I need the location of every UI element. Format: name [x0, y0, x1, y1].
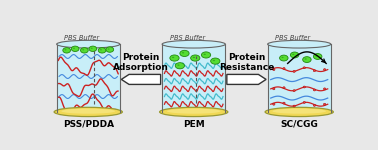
Text: Protein
Adsorption: Protein Adsorption: [113, 53, 169, 72]
Ellipse shape: [213, 60, 215, 61]
Ellipse shape: [177, 64, 180, 66]
Ellipse shape: [283, 87, 285, 89]
Ellipse shape: [98, 48, 106, 53]
Ellipse shape: [193, 57, 195, 58]
Ellipse shape: [108, 48, 110, 50]
Ellipse shape: [167, 109, 220, 114]
Ellipse shape: [81, 48, 88, 53]
Ellipse shape: [191, 55, 200, 61]
Text: Protein
Resistance: Protein Resistance: [219, 53, 274, 72]
Ellipse shape: [180, 50, 189, 57]
Text: PEM: PEM: [183, 120, 204, 129]
Ellipse shape: [201, 52, 211, 58]
Ellipse shape: [54, 107, 122, 117]
Ellipse shape: [162, 40, 225, 48]
Polygon shape: [121, 74, 161, 84]
Ellipse shape: [305, 58, 307, 60]
Ellipse shape: [172, 57, 174, 58]
Ellipse shape: [292, 54, 294, 55]
Bar: [162, 44, 225, 112]
Ellipse shape: [290, 52, 299, 58]
Ellipse shape: [89, 46, 97, 51]
Ellipse shape: [303, 101, 305, 103]
Ellipse shape: [293, 105, 295, 107]
Text: PBS Buffer: PBS Buffer: [170, 35, 205, 41]
Ellipse shape: [313, 104, 316, 106]
Ellipse shape: [324, 103, 326, 105]
Ellipse shape: [303, 67, 305, 69]
Ellipse shape: [265, 107, 333, 117]
Ellipse shape: [282, 57, 284, 58]
Bar: [57, 44, 120, 112]
Ellipse shape: [73, 48, 75, 49]
Ellipse shape: [82, 49, 84, 50]
Ellipse shape: [268, 40, 331, 48]
Text: PBS Buffer: PBS Buffer: [275, 35, 310, 41]
Ellipse shape: [175, 63, 184, 69]
Ellipse shape: [313, 89, 316, 91]
Ellipse shape: [211, 58, 220, 64]
Ellipse shape: [324, 69, 326, 70]
Ellipse shape: [182, 52, 184, 54]
Ellipse shape: [65, 49, 67, 50]
Ellipse shape: [283, 68, 285, 69]
Ellipse shape: [57, 40, 120, 48]
Bar: [268, 44, 331, 112]
Ellipse shape: [91, 48, 93, 49]
Ellipse shape: [303, 57, 311, 63]
Ellipse shape: [273, 109, 326, 114]
Ellipse shape: [61, 109, 115, 114]
Ellipse shape: [293, 70, 295, 72]
Polygon shape: [227, 74, 266, 84]
Ellipse shape: [63, 48, 71, 53]
Ellipse shape: [283, 102, 285, 104]
Ellipse shape: [273, 103, 275, 105]
Ellipse shape: [100, 49, 102, 50]
Ellipse shape: [313, 54, 322, 59]
Ellipse shape: [313, 70, 316, 72]
Text: PBS Buffer: PBS Buffer: [64, 35, 99, 41]
Ellipse shape: [324, 88, 326, 90]
Ellipse shape: [303, 86, 305, 88]
Ellipse shape: [280, 55, 288, 61]
Ellipse shape: [273, 69, 275, 70]
Ellipse shape: [293, 90, 295, 92]
Ellipse shape: [170, 55, 179, 61]
Text: SC/CGG: SC/CGG: [280, 120, 318, 129]
Ellipse shape: [315, 55, 318, 57]
Ellipse shape: [273, 88, 275, 90]
Ellipse shape: [106, 47, 114, 52]
Ellipse shape: [160, 107, 228, 117]
Ellipse shape: [71, 46, 79, 51]
Ellipse shape: [203, 54, 206, 55]
Text: PSS/PDDA: PSS/PDDA: [63, 120, 114, 129]
